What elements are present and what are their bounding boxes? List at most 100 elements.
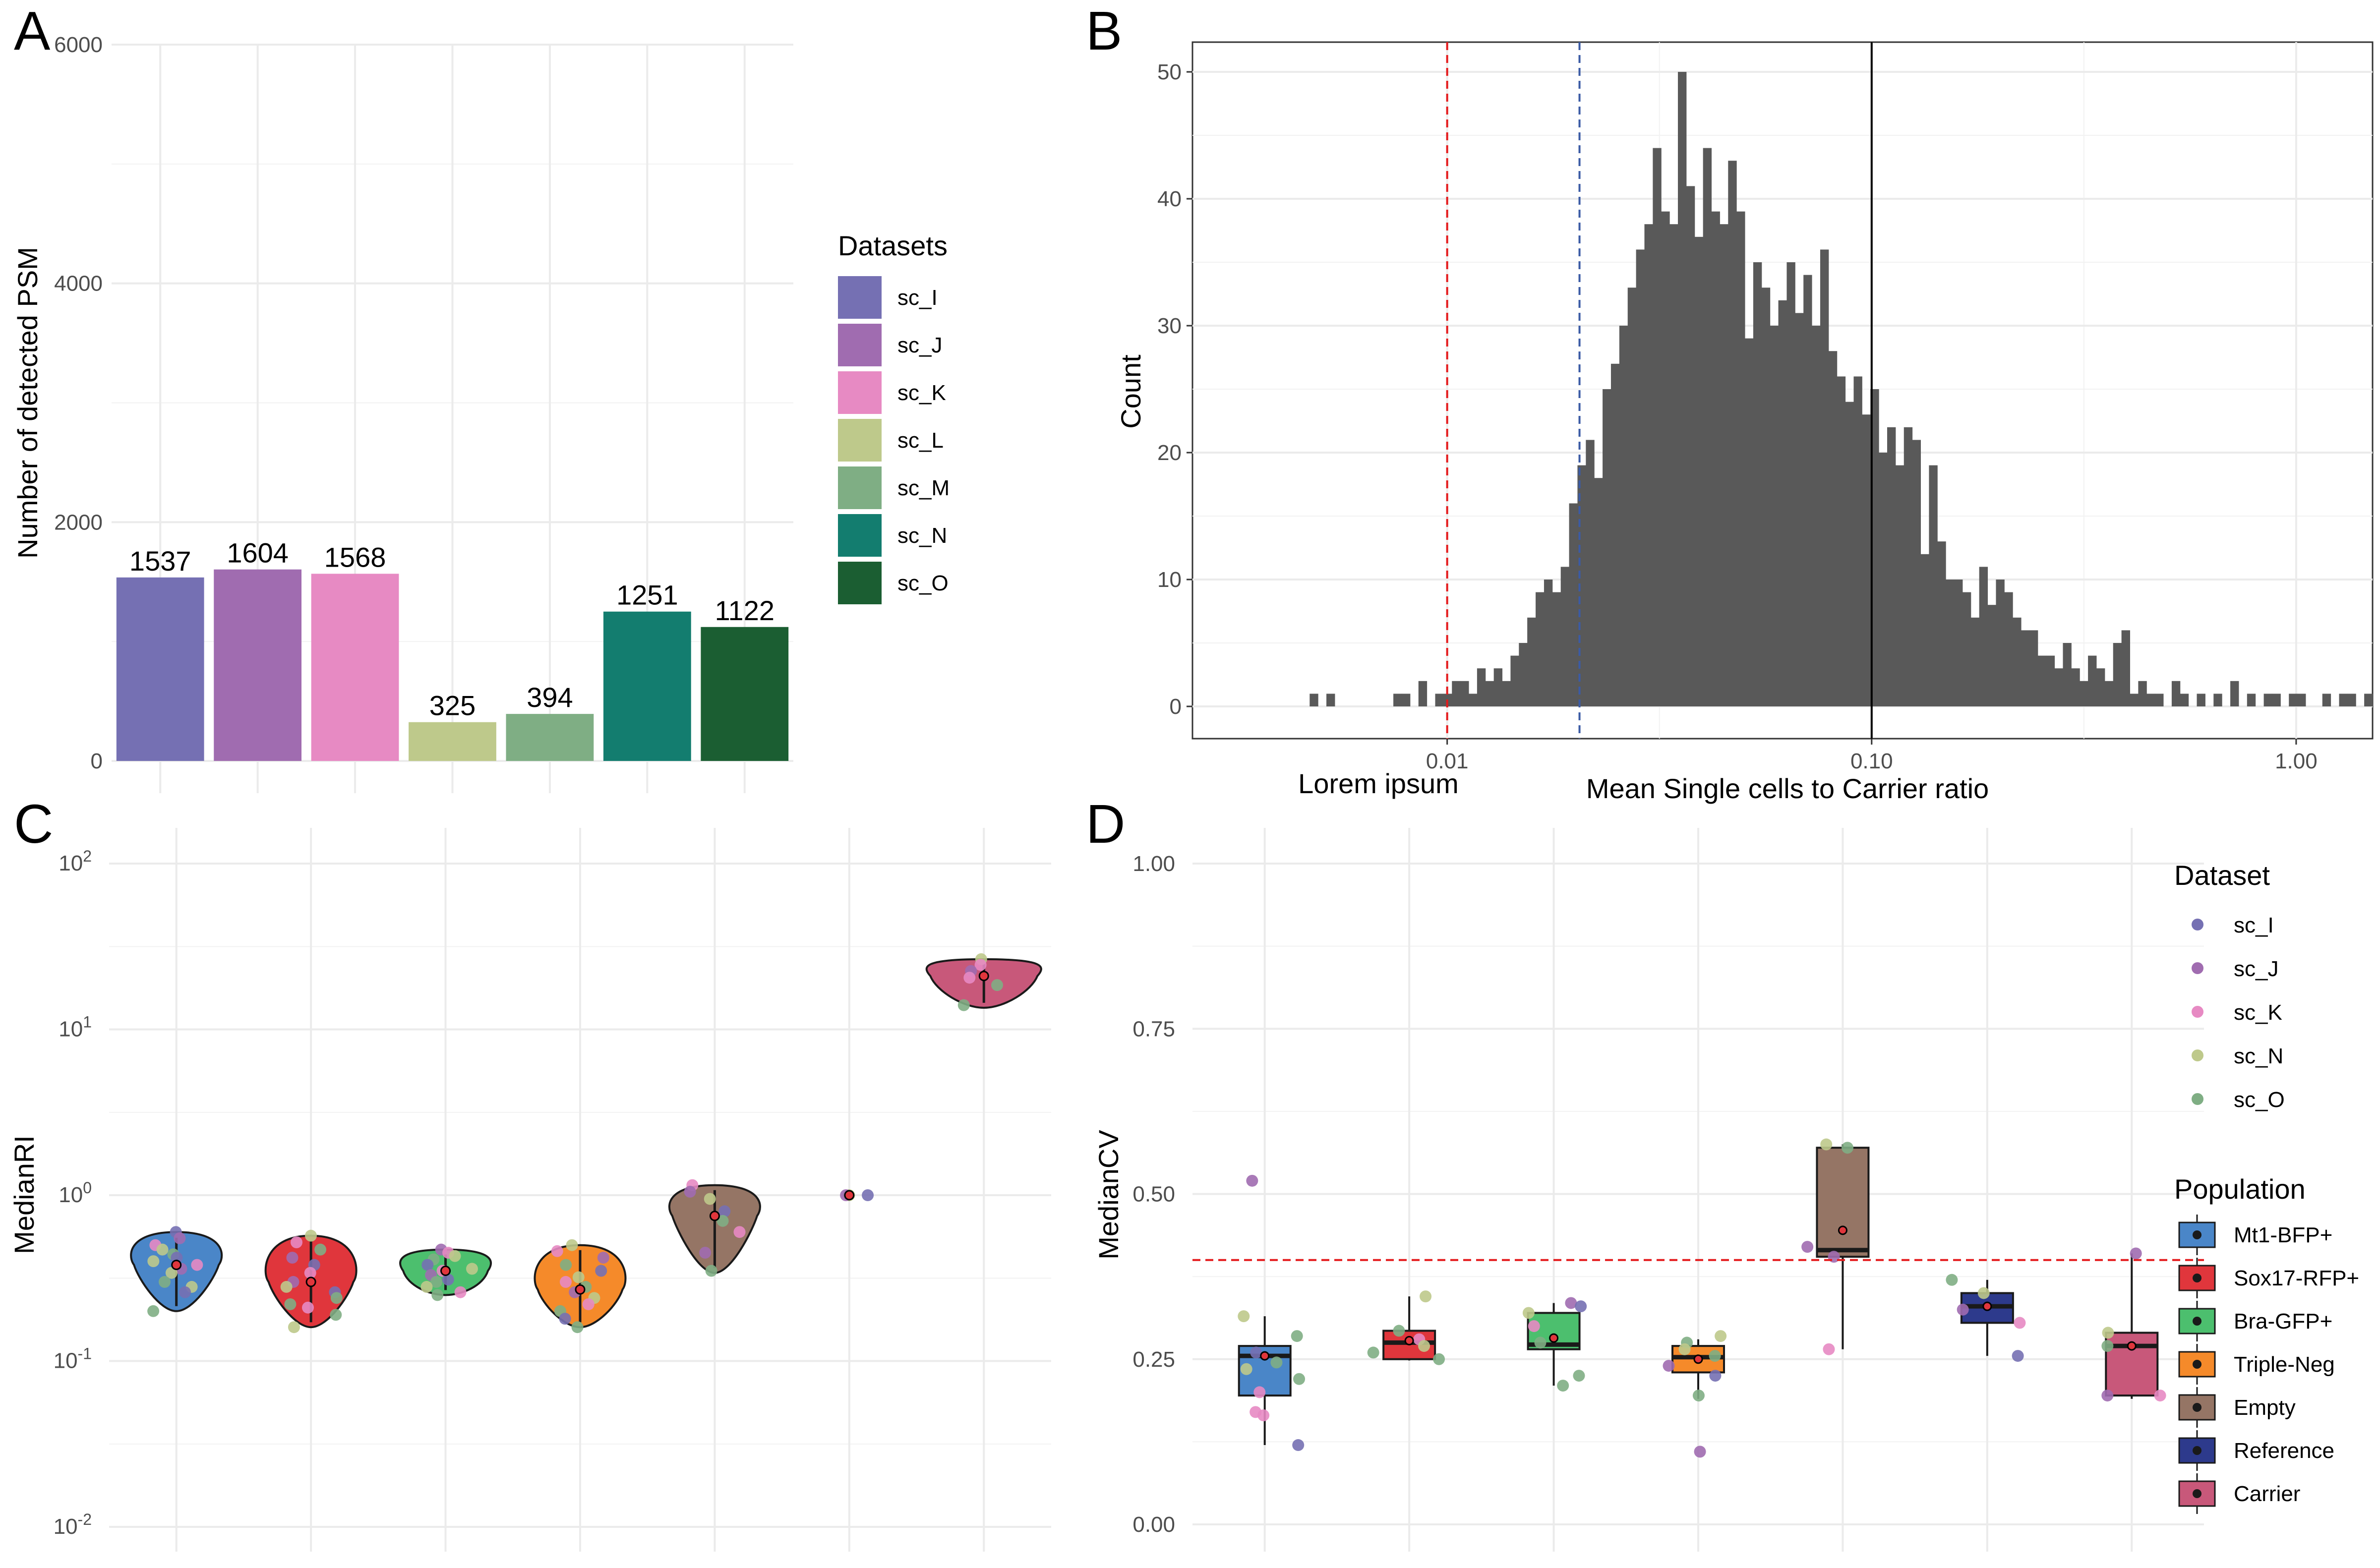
data-point-sc_J <box>1694 1446 1706 1458</box>
y-tick-label: 0 <box>91 749 103 773</box>
histogram-bar <box>1853 376 1862 706</box>
legend-dot <box>2193 1489 2202 1498</box>
histogram-bar <box>1418 681 1428 706</box>
histogram-bar <box>1703 148 1712 707</box>
data-point-sc_N <box>420 1280 433 1293</box>
y-tick-label: 10-2 <box>54 1510 92 1539</box>
legend-dot <box>2193 1230 2202 1239</box>
data-point-sc_J <box>1246 1174 1258 1187</box>
legend-dot-sc_N <box>2192 1049 2203 1061</box>
legend-label: Bra-GFP+ <box>2234 1309 2332 1334</box>
mean-point <box>305 1277 316 1287</box>
histogram-bar <box>1644 224 1653 706</box>
histogram-bar <box>2197 694 2205 706</box>
data-point-sc_O <box>1946 1274 1958 1286</box>
y-tick-label: 4000 <box>54 272 103 296</box>
histogram-bar <box>2063 643 2072 706</box>
histogram-bar <box>1586 440 1595 706</box>
data-point-sc_O <box>716 1215 729 1227</box>
legend-key-sc_M <box>838 466 882 509</box>
histogram-bar <box>2146 694 2155 706</box>
legend-label: sc_K <box>897 381 946 405</box>
data-point-sc_K <box>559 1276 572 1288</box>
legend-label: Mt1-BFP+ <box>2234 1223 2332 1247</box>
legend-label: Carrier <box>2234 1482 2300 1506</box>
data-point-sc_I <box>442 1274 454 1286</box>
data-point-sc_N <box>1977 1287 1990 1299</box>
histogram-bar <box>1669 224 1678 706</box>
legend-key-sc_I <box>838 276 882 319</box>
data-point-sc_K <box>551 1245 563 1257</box>
bar-value-label: 1537 <box>129 545 191 577</box>
data-point-sc_I <box>559 1313 571 1325</box>
y-tick-label: 0 <box>1170 695 1182 719</box>
histogram-bar <box>2289 694 2298 706</box>
data-point-sc_N <box>1820 1138 1833 1151</box>
bar-sc_L <box>409 722 496 761</box>
legend-title: Dataset <box>2174 860 2270 891</box>
mean-point <box>2127 1341 2137 1351</box>
data-point-sc_I <box>179 1286 191 1298</box>
histogram-bar <box>1912 440 1921 706</box>
histogram-bar <box>1812 326 1821 706</box>
histogram-bar <box>1603 389 1611 706</box>
histogram-bar <box>1745 338 1754 706</box>
histogram-bar <box>2155 694 2164 706</box>
histogram-bar <box>2263 694 2272 706</box>
histogram-bar <box>1544 580 1553 706</box>
histogram-bar <box>1962 592 1971 706</box>
data-point-sc_I <box>862 1189 874 1201</box>
data-point-sc_J <box>1565 1297 1577 1309</box>
histogram-bar <box>2364 694 2373 706</box>
mean-point <box>171 1260 182 1271</box>
y-tick-label: 0.00 <box>1132 1512 1175 1537</box>
data-point-sc_N <box>449 1250 461 1262</box>
bar-value-label: 1251 <box>616 580 678 611</box>
legend-label: sc_M <box>897 476 950 500</box>
histogram-bar <box>2322 694 2331 706</box>
histogram-bar <box>2138 681 2147 706</box>
data-point-sc_K <box>2154 1390 2166 1402</box>
legend-label: sc_N <box>897 523 947 548</box>
histogram-bar <box>1887 427 1896 706</box>
histogram-bar <box>2180 694 2189 706</box>
data-point-sc_I <box>1292 1439 1305 1452</box>
mean-point <box>440 1266 451 1277</box>
data-point-sc_I <box>2012 1350 2024 1362</box>
data-point-sc_O <box>430 1276 442 1288</box>
legend-key-sc_N <box>838 514 882 557</box>
data-point-sc_J <box>1801 1241 1814 1253</box>
x-tick-label: 0.01 <box>1426 749 1469 773</box>
histogram-bar <box>2121 630 2130 706</box>
histogram-bar <box>1569 503 1578 706</box>
histogram-bar <box>1527 617 1536 706</box>
histogram-bar <box>2171 681 2181 706</box>
histogram-bar <box>1820 249 1829 706</box>
data-point-sc_I <box>1250 1346 1262 1359</box>
histogram-bar <box>2046 655 2055 706</box>
histogram-bar <box>1987 605 1996 706</box>
histogram-bar <box>1610 363 1620 706</box>
histogram-bar <box>2096 668 2105 706</box>
histogram-bar <box>2230 681 2239 706</box>
legend-title: Datasets <box>838 230 948 261</box>
histogram-bar <box>1619 326 1628 706</box>
data-point-sc_J <box>174 1232 186 1244</box>
data-point-sc_K <box>302 1301 314 1314</box>
data-point-sc_O <box>957 999 970 1011</box>
bar-sc_J <box>214 569 302 761</box>
histogram-bar <box>1477 668 1486 706</box>
panel-c: 10-2 10-1 100 101 102 MedianRI <box>8 828 1051 1552</box>
data-point-sc_J <box>699 1247 712 1259</box>
y-tick-label: 20 <box>1157 441 1182 465</box>
bar-value-label: 1604 <box>227 537 289 569</box>
histogram-bar <box>2021 630 2030 706</box>
mean-point <box>1693 1354 1703 1364</box>
panel-d: 0.00 0.25 0.50 0.75 1.00 MedianCV Dataset sc_Is… <box>1093 828 2359 1552</box>
histogram-bar <box>2037 655 2047 706</box>
data-point-sc_O <box>1270 1356 1283 1369</box>
data-point-sc_I <box>595 1265 607 1277</box>
data-point-sc_K <box>454 1286 467 1298</box>
histogram-bar <box>1460 681 1469 706</box>
y-tick-label: 10-1 <box>54 1345 92 1373</box>
